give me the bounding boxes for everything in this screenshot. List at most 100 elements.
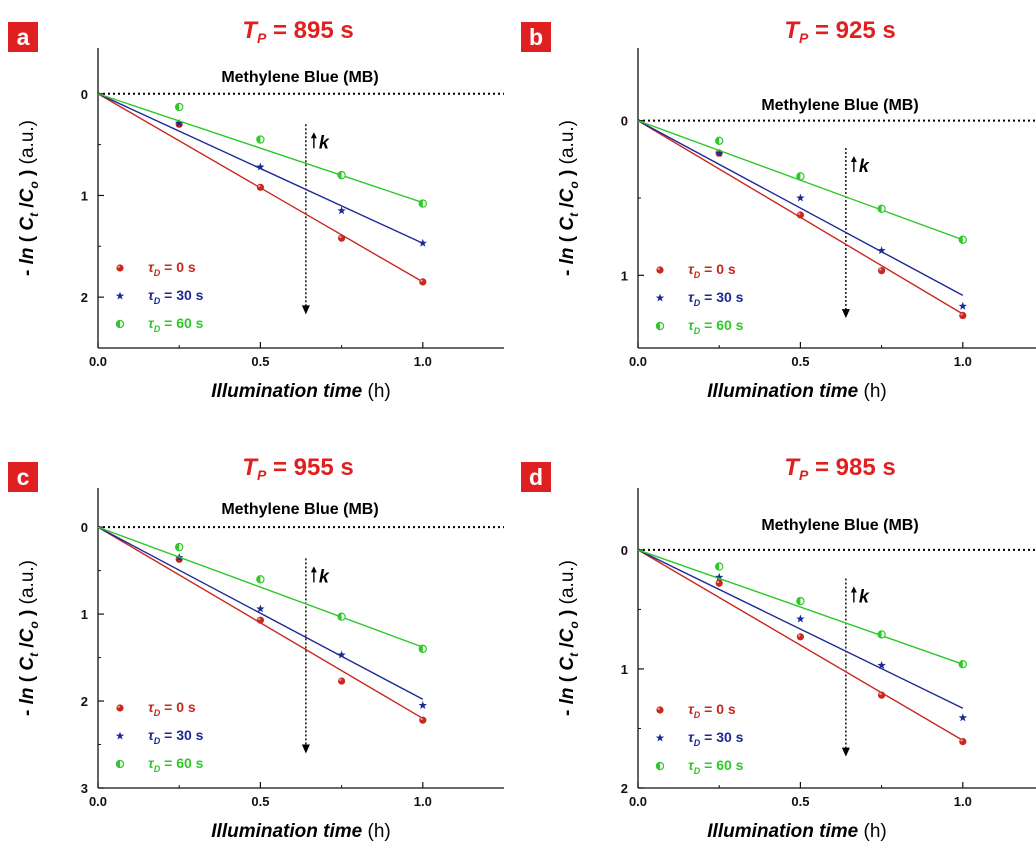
data-point [338, 677, 346, 685]
data-point [715, 579, 723, 587]
y-axis-ticks: 0 1 2 [81, 87, 104, 305]
y-label-slash: / [557, 202, 578, 213]
data-point [877, 630, 886, 639]
x-tick-label: 0.0 [89, 354, 107, 369]
chart-title-value: = 955 s [266, 454, 353, 481]
legend-subscript: D [154, 736, 161, 746]
y-label-c1-sub: t [27, 212, 41, 217]
y-axis-label: - ln ( Ct /Co ) (a.u.) [17, 120, 41, 276]
data-point [419, 278, 427, 286]
legend-value: = 0 s [700, 701, 736, 717]
y-label-slash: / [557, 642, 578, 653]
y-label-close: ) [557, 170, 578, 182]
data-point [958, 301, 967, 310]
y-label-c1: C [17, 657, 38, 671]
data-point [958, 713, 967, 722]
legend-symbol: τ [688, 701, 695, 717]
legend-marker [115, 291, 125, 300]
x-axis-label-text: Illumination time [707, 821, 858, 842]
legend-subscript: D [154, 268, 161, 278]
y-label-c1: C [557, 657, 578, 671]
legend-symbol: τ [148, 315, 155, 331]
data-point [418, 644, 427, 654]
legend-subscript: D [154, 708, 161, 718]
legend-marker [115, 731, 125, 740]
legend-label: τD = 60 s [148, 755, 204, 774]
legend-symbol: τ [148, 727, 155, 743]
k-up-arrow-head [310, 132, 317, 139]
x-axis-label: Illumination time (h) [707, 381, 886, 402]
data-point [959, 737, 967, 746]
legend-label: τD = 0 s [688, 261, 736, 280]
legend-value: = 60 s [160, 315, 203, 331]
legend: τD = 0 sτD = 30 sτD = 60 s [655, 701, 744, 776]
chart-title-subscript: P [257, 30, 267, 46]
y-label-c1-sub: t [567, 212, 581, 217]
k-arrow: k [301, 124, 330, 315]
legend-value: = 0 s [160, 699, 196, 715]
x-tick-label: 1.0 [954, 354, 972, 369]
legend-subscript: D [694, 326, 701, 336]
data-point [256, 135, 265, 144]
legend-label: τD = 60 s [688, 757, 744, 776]
legend-value: = 30 s [700, 289, 743, 305]
data-point [337, 170, 346, 180]
legend-value: = 30 s [700, 729, 743, 745]
fit-line [637, 549, 964, 709]
chart-annotation: Methylene Blue (MB) [221, 501, 378, 518]
x-tick-label: 0.5 [251, 354, 269, 369]
y-label-ln: ln [17, 688, 38, 705]
data-point [419, 716, 427, 724]
legend: τD = 0 sτD = 30 sτD = 60 s [115, 699, 204, 774]
data-point [715, 572, 724, 581]
legend-label: τD = 30 s [148, 287, 204, 306]
panel-letter-badge: d [521, 462, 551, 492]
x-tick-label: 1.0 [954, 794, 972, 809]
legend-label: τD = 60 s [148, 315, 204, 334]
legend-value: = 60 s [160, 755, 203, 771]
x-tick-label: 1.0 [414, 354, 432, 369]
series-1 [637, 549, 967, 722]
k-up-arrow-head [850, 586, 857, 593]
legend-value: = 30 s [160, 287, 203, 303]
k-up-arrow-head [850, 155, 857, 162]
legend-marker [655, 293, 665, 302]
data-point [337, 206, 346, 215]
y-tick-label: 2 [81, 694, 88, 709]
panel-letter-box [8, 462, 38, 492]
data-point [796, 193, 805, 202]
fit-line [97, 526, 424, 700]
chart-panel-d: d TP = 985 s 0.0 0.5 1.0 0 1 2 Methylene Blue (M… [521, 454, 1036, 842]
chart-title: TP = 895 s [242, 17, 353, 46]
y-label-minus: - [557, 704, 578, 716]
data-point [715, 562, 724, 571]
data-point [877, 204, 886, 214]
y-label-c2: C [17, 188, 38, 202]
x-axis-label-text: Illumination time [707, 381, 858, 402]
x-tick-label: 0.0 [89, 794, 107, 809]
x-axis-label-unit: (h) [362, 381, 391, 402]
y-label-minus: - [557, 264, 578, 276]
chart-title: TP = 985 s [784, 454, 895, 483]
y-axis-label: - ln ( Ct /Co ) (a.u.) [17, 560, 41, 716]
y-label-c1-sub: t [27, 652, 41, 657]
chart-title-subscript: P [799, 467, 809, 483]
data-point [878, 691, 886, 699]
legend-symbol: τ [688, 261, 695, 277]
x-axis-ticks: 0.0 0.5 1.0 [89, 782, 432, 809]
fit-line [97, 526, 424, 648]
y-label-unit: (a.u.) [557, 120, 578, 170]
chart-title-subscript: P [257, 467, 267, 483]
y-label-open: ( [17, 231, 38, 248]
legend-subscript: D [154, 296, 161, 306]
y-axis-label: - ln ( Ct /Co ) (a.u.) [557, 120, 581, 276]
legend-subscript: D [154, 324, 161, 334]
legend-subscript: D [694, 710, 701, 720]
panel-letter-box [521, 462, 551, 492]
y-label-open: ( [557, 671, 578, 688]
chart-title-symbol: T [242, 454, 259, 481]
k-arrow-head [301, 305, 310, 315]
data-point [174, 102, 184, 112]
series-0 [97, 526, 427, 724]
